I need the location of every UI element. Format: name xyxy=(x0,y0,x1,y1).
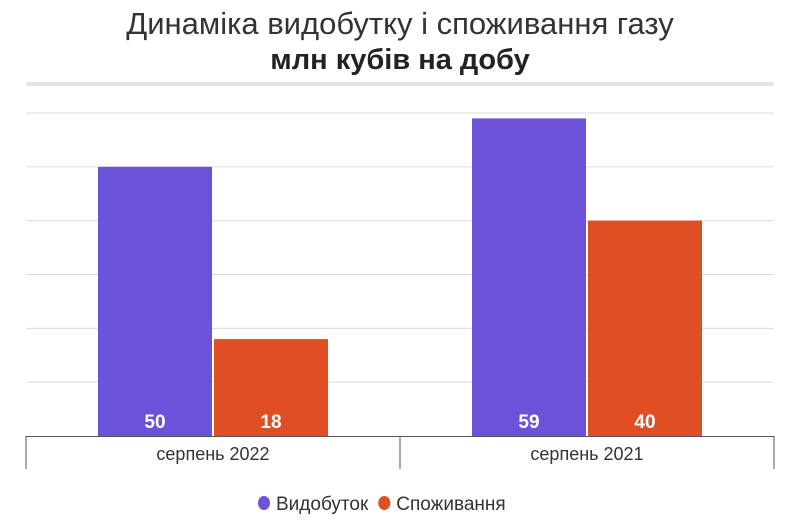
legend-marker xyxy=(258,496,270,510)
x-axis: серпень 2022 серпень 2021 xyxy=(25,436,775,469)
data-label: 40 xyxy=(634,412,655,433)
legend-label: Видобуток xyxy=(276,494,369,515)
data-label: 50 xyxy=(144,412,165,433)
bars: 50 18 59 40 xyxy=(98,118,702,437)
bar-Видобуток xyxy=(98,166,212,437)
bar-Видобуток xyxy=(472,118,586,436)
x-tick-label: серпень 2022 xyxy=(156,444,269,464)
legend-label: Споживання xyxy=(396,494,505,515)
title-divider xyxy=(26,82,774,86)
chart-subtitle: млн кубів на добу xyxy=(270,44,529,76)
bar-Споживання xyxy=(214,339,328,436)
data-label: 59 xyxy=(518,412,539,433)
legend: Видобуток Споживання xyxy=(258,494,506,515)
data-label: 18 xyxy=(260,412,281,433)
bar-Споживання xyxy=(588,220,702,436)
x-tick-label: серпень 2021 xyxy=(530,444,643,464)
legend-marker xyxy=(378,496,391,510)
chart-title: Динаміка видобутку і споживання газу xyxy=(126,6,674,41)
